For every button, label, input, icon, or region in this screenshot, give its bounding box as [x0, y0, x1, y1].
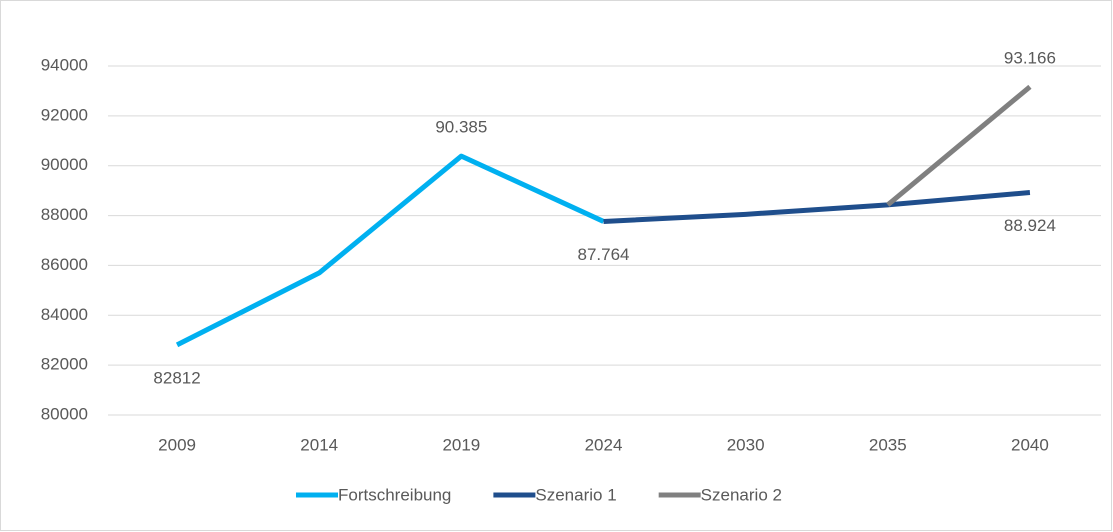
y-tick-label: 88000 — [41, 205, 88, 224]
data-label: 88.924 — [1004, 216, 1056, 235]
x-tick-label: 2035 — [869, 435, 907, 454]
data-label: 82812 — [153, 368, 200, 387]
data-label: 87.764 — [578, 245, 630, 264]
data-label: 90.385 — [435, 118, 487, 137]
data-label: 93.166 — [1004, 48, 1056, 67]
y-tick-label: 94000 — [41, 55, 88, 74]
y-tick-label: 84000 — [41, 305, 88, 324]
series-line — [886, 84, 1032, 207]
x-tick-label: 2014 — [300, 435, 338, 454]
legend-label: Szenario 2 — [701, 485, 782, 504]
y-tick-label: 86000 — [41, 255, 88, 274]
x-tick-label: 2040 — [1011, 435, 1049, 454]
series-line — [175, 153, 605, 348]
y-tick-label: 92000 — [41, 105, 88, 124]
legend-label: Szenario 1 — [535, 485, 616, 504]
x-tick-label: 2030 — [727, 435, 765, 454]
x-tick-label: 2019 — [442, 435, 480, 454]
y-tick-label: 90000 — [41, 155, 88, 174]
series-line — [603, 190, 1031, 224]
x-tick-label: 2024 — [585, 435, 623, 454]
x-tick-label: 2009 — [158, 435, 196, 454]
y-tick-label: 82000 — [41, 355, 88, 374]
y-tick-label: 80000 — [41, 404, 88, 423]
legend-label: Fortschreibung — [338, 485, 451, 504]
